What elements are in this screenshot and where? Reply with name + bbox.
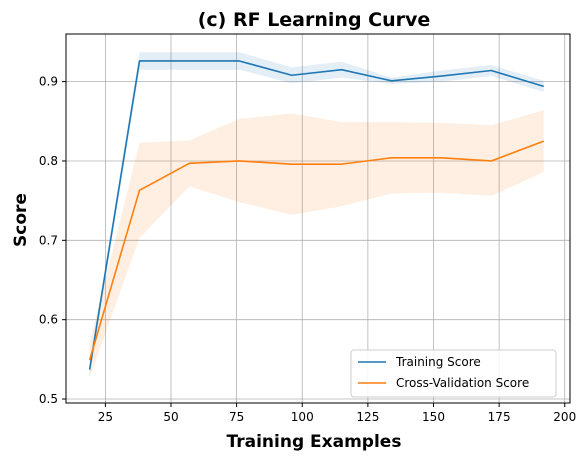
cross-validation-score-band [89, 110, 544, 378]
x-tick-label: 75 [229, 410, 244, 424]
legend-label-training: Training Score [395, 355, 481, 369]
y-tick-label: 0.5 [39, 392, 58, 406]
training-score-line [88, 60, 544, 370]
x-tick-label: 100 [291, 410, 314, 424]
y-tick-label: 0.9 [39, 75, 58, 89]
x-tick-label: 25 [98, 410, 113, 424]
legend-box [350, 349, 557, 398]
x-axis-ticks: 25 50 75 100 125 150 175 200 [98, 403, 576, 424]
grid-lines [66, 34, 570, 403]
legend-label-cross-validation: Cross-Validation Score [396, 376, 529, 390]
y-axis-label: Score [11, 193, 31, 247]
x-tick-label: 50 [163, 410, 178, 424]
x-axis-label: Training Examples [227, 432, 402, 452]
x-tick-label: 200 [553, 410, 576, 424]
legend: Training Score Cross-Validation Score [350, 349, 557, 398]
series-lines [88, 60, 545, 370]
x-tick-label: 175 [488, 410, 511, 424]
y-tick-label: 0.7 [39, 233, 58, 247]
y-tick-label: 0.6 [39, 313, 58, 327]
y-axis-ticks: 0.5 0.6 0.7 0.8 0.9 [39, 75, 66, 406]
chart-title: (c) RF Learning Curve [198, 9, 431, 31]
cross-validation-score-line [88, 140, 545, 361]
x-tick-label: 125 [356, 410, 379, 424]
plot-frame [65, 33, 571, 404]
x-tick-label: 150 [422, 410, 445, 424]
y-tick-label: 0.8 [39, 154, 58, 168]
